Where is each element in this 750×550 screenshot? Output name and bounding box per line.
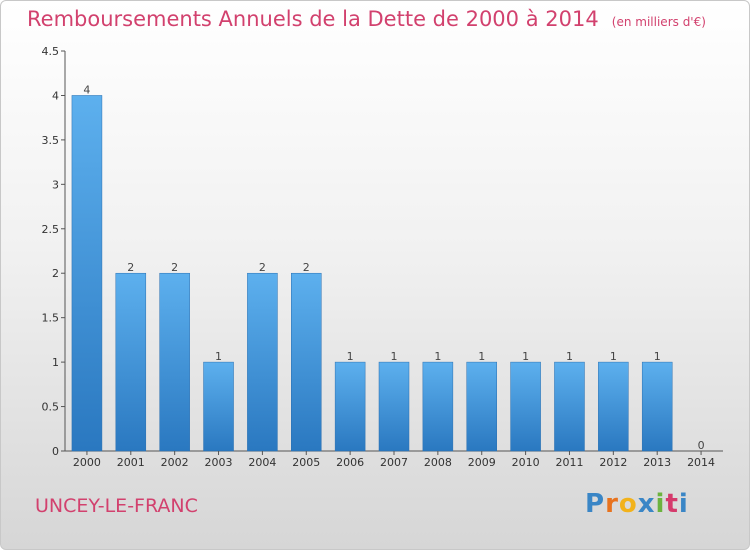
bar	[71, 95, 103, 452]
logo-letter: r	[605, 489, 619, 519]
y-tick-label: 4	[52, 89, 59, 102]
bar	[159, 272, 190, 452]
bar-value-label: 2	[259, 261, 266, 274]
bar	[641, 361, 673, 452]
bar-value-label: 1	[566, 350, 573, 363]
logo-letter: t	[665, 489, 679, 519]
commune-name: UNCEY-LE-FRANC	[35, 495, 198, 517]
bar-value-label: 2	[171, 261, 178, 274]
chart-title: Remboursements Annuels de la Dette de 20…	[27, 7, 599, 31]
bar	[291, 272, 322, 452]
y-tick-label: 2.5	[42, 223, 60, 236]
bar	[203, 361, 234, 452]
chart-unit: (en milliers d'€)	[611, 15, 706, 29]
x-category-label: 2006	[336, 456, 364, 469]
bar-value-label: 1	[478, 350, 485, 363]
y-tick-label: 2	[52, 267, 59, 280]
bar	[378, 361, 410, 452]
bar	[422, 361, 454, 452]
y-tick-label: 0.5	[42, 401, 60, 414]
y-tick-label: 1.5	[42, 312, 60, 325]
x-category-label: 2011	[555, 456, 583, 469]
x-category-label: 2008	[424, 456, 452, 469]
y-tick-label: 1	[52, 356, 59, 369]
x-category-label: 2003	[205, 456, 233, 469]
x-category-label: 2005	[292, 456, 320, 469]
y-tick-label: 3	[52, 178, 59, 191]
bar	[247, 272, 278, 452]
x-category-label: 2014	[687, 456, 715, 469]
bar-value-label: 1	[347, 350, 354, 363]
x-category-label: 2004	[248, 456, 276, 469]
bar-value-label: 0	[698, 439, 705, 452]
bar-value-label: 1	[654, 350, 661, 363]
bar-value-label: 1	[610, 350, 617, 363]
bar-value-label: 1	[434, 350, 441, 363]
x-category-label: 2009	[468, 456, 496, 469]
x-category-label: 2001	[117, 456, 145, 469]
x-category-label: 2002	[161, 456, 189, 469]
logo-letter: i	[655, 489, 666, 519]
bar	[334, 361, 366, 452]
bar-value-label: 2	[127, 261, 134, 274]
x-category-label: 2010	[512, 456, 540, 469]
x-category-label: 2007	[380, 456, 408, 469]
x-category-label: 2012	[599, 456, 627, 469]
bar	[115, 272, 147, 452]
logo-letter: i	[678, 489, 689, 519]
bar-value-label: 1	[391, 350, 398, 363]
bar	[598, 361, 629, 452]
logo-letter: o	[618, 489, 638, 519]
bar-value-label: 2	[303, 261, 310, 274]
x-category-label: 2013	[643, 456, 671, 469]
logo-letter: P	[585, 489, 606, 519]
bar-value-label: 1	[215, 350, 222, 363]
proxiti-logo: Proxiti	[585, 489, 689, 519]
bar-value-label: 4	[83, 83, 90, 96]
bar-value-label: 1	[522, 350, 529, 363]
logo-letter: x	[637, 489, 656, 519]
chart-title-block: Remboursements Annuels de la Dette de 20…	[27, 7, 706, 31]
y-tick-label: 0	[52, 445, 59, 458]
bar	[466, 361, 497, 452]
bar	[510, 361, 541, 452]
x-category-label: 2000	[73, 456, 101, 469]
bar	[554, 361, 585, 452]
y-tick-label: 4.5	[42, 45, 60, 58]
y-tick-label: 3.5	[42, 134, 60, 147]
